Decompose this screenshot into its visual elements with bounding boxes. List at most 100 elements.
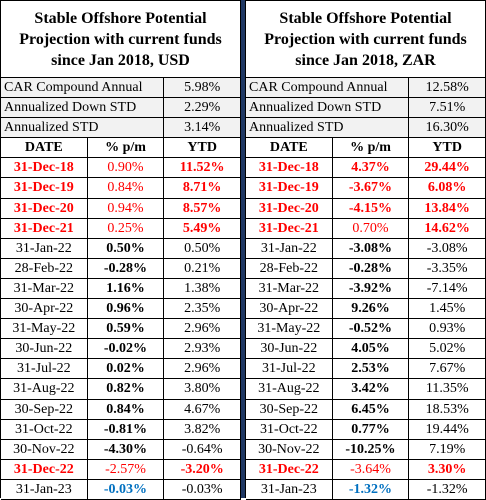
pm-cell: 0.59% <box>88 319 165 339</box>
date-cell: 31-Oct-22 <box>246 419 333 439</box>
ytd-column-header: YTD <box>409 138 486 158</box>
zar-stat-row: CAR Compound Annual 12.58% <box>246 78 486 99</box>
date-cell: 28-Feb-22 <box>1 258 88 278</box>
zar-stat-row: Annualized STD 16.30% <box>246 118 486 139</box>
date-cell: 31-Jul-22 <box>1 359 88 379</box>
pm-column-header: % p/m <box>333 138 410 158</box>
ytd-cell: 0.93% <box>409 319 486 339</box>
panel-divider <box>241 0 245 498</box>
date-cell: 28-Feb-22 <box>246 258 333 278</box>
date-cell: 31-Dec-20 <box>1 198 88 218</box>
ytd-cell: 6.08% <box>409 178 486 198</box>
pm-cell: 0.02% <box>88 359 165 379</box>
date-cell: 31-Jan-23 <box>246 479 333 499</box>
ytd-cell: -0.64% <box>164 439 242 459</box>
date-cell: 31-Dec-21 <box>1 218 88 238</box>
pm-cell: -4.30% <box>88 439 165 459</box>
ytd-cell: -3.20% <box>164 459 242 479</box>
usd-stat-row: CAR Compound Annual 5.98% <box>1 78 241 99</box>
ytd-cell: 19.44% <box>409 419 486 439</box>
pm-cell: 0.77% <box>333 419 410 439</box>
ytd-cell: 8.71% <box>164 178 242 198</box>
pm-cell: 6.45% <box>333 399 410 419</box>
zar-title: Stable Offshore Potential Projection wit… <box>246 1 486 78</box>
ytd-cell: -3.08% <box>409 238 486 258</box>
date-cell: 31-May-22 <box>246 319 333 339</box>
zar-stat-row: Annualized Down STD 7.51% <box>246 98 486 119</box>
date-cell: 30-Jun-22 <box>1 339 88 359</box>
ytd-cell: -0.03% <box>164 479 242 499</box>
ytd-cell: 8.57% <box>164 198 242 218</box>
table-row: 30-Jun-22 -0.02% 2.93% <box>1 339 242 360</box>
date-cell: 31-Oct-22 <box>1 419 88 439</box>
pm-cell: 3.42% <box>333 379 410 399</box>
table-row: 30-Apr-22 0.96% 2.35% <box>1 299 242 320</box>
pm-cell: -10.25% <box>333 439 410 459</box>
table-row: 30-Apr-22 9.26% 1.45% <box>246 299 486 320</box>
date-cell: 31-Mar-22 <box>1 278 88 299</box>
ytd-cell: 1.38% <box>164 278 242 299</box>
pm-cell: 0.84% <box>88 178 165 198</box>
stat-label: CAR Compound Annual <box>1 78 165 98</box>
table-row: 28-Feb-22 -0.28% -3.35% <box>246 258 486 279</box>
stat-label: Annualized Down STD <box>246 98 410 118</box>
table-row: 31-Jan-23 -1.32% -1.32% <box>246 479 486 500</box>
stat-value: 16.30% <box>409 118 486 138</box>
zar-title-line-1: Stable Offshore Potential <box>279 9 452 27</box>
pm-cell: 9.26% <box>333 299 410 319</box>
table-row: 31-Dec-20 -4.15% 13.84% <box>246 198 486 219</box>
table-row: 31-Dec-22 -3.64% 3.30% <box>246 459 486 480</box>
pm-cell: -0.02% <box>88 339 165 359</box>
table-row: 31-Dec-19 0.84% 8.71% <box>1 178 242 199</box>
pm-cell: -4.15% <box>333 198 410 218</box>
date-cell: 31-Dec-19 <box>246 178 333 198</box>
ytd-cell: 5.02% <box>409 339 486 359</box>
pm-cell: 1.16% <box>88 278 165 299</box>
ytd-cell: 11.52% <box>164 158 242 178</box>
stat-label: Annualized Down STD <box>1 98 165 118</box>
date-cell: 30-Apr-22 <box>1 299 88 319</box>
pm-cell: 0.50% <box>88 238 165 258</box>
table-row: 31-Dec-18 0.90% 11.52% <box>1 158 242 179</box>
date-column-header: DATE <box>1 138 88 158</box>
date-cell: 31-Aug-22 <box>246 379 333 399</box>
pm-cell: -3.67% <box>333 178 410 198</box>
table-row: 31-Dec-19 -3.67% 6.08% <box>246 178 486 199</box>
date-cell: 31-Dec-18 <box>246 158 333 178</box>
ytd-cell: 7.67% <box>409 359 486 379</box>
table-row: 30-Jun-22 4.05% 5.02% <box>246 339 486 360</box>
table-row: 30-Nov-22 -10.25% 7.19% <box>246 439 486 460</box>
table-row: 31-Dec-21 0.70% 14.62% <box>246 218 486 239</box>
table-row: 31-May-22 -0.52% 0.93% <box>246 319 486 340</box>
pm-cell: -0.52% <box>333 319 410 339</box>
ytd-cell: 0.21% <box>164 258 242 278</box>
pm-cell: -0.81% <box>88 419 165 439</box>
table-row: 31-Jul-22 2.53% 7.67% <box>246 359 486 380</box>
ytd-cell: 4.67% <box>164 399 242 419</box>
usd-stat-row: Annualized STD 3.14% <box>1 118 241 139</box>
date-cell: 30-Nov-22 <box>246 439 333 459</box>
ytd-cell: 3.30% <box>409 459 486 479</box>
date-cell: 30-Sep-22 <box>246 399 333 419</box>
ytd-cell: 3.80% <box>164 379 242 399</box>
date-cell: 31-Dec-21 <box>246 218 333 238</box>
table-row: 28-Feb-22 -0.28% 0.21% <box>1 258 242 279</box>
table-row: 31-Jan-22 0.50% 0.50% <box>1 238 242 259</box>
zar-title-line-3: since Jan 2018, ZAR <box>295 51 436 69</box>
date-cell: 30-Sep-22 <box>1 399 88 419</box>
pm-cell: 4.05% <box>333 339 410 359</box>
pm-cell: 0.70% <box>333 218 410 238</box>
ytd-cell: 11.35% <box>409 379 486 399</box>
ytd-cell: 2.96% <box>164 359 242 379</box>
usd-stat-row: Annualized Down STD 2.29% <box>1 98 241 119</box>
pm-cell: -1.32% <box>333 479 410 499</box>
table-row: 31-Oct-22 0.77% 19.44% <box>246 419 486 440</box>
pm-cell: -3.64% <box>333 459 410 479</box>
date-cell: 31-Mar-22 <box>246 278 333 299</box>
pm-cell: -0.03% <box>88 479 165 499</box>
table-row: 31-Mar-22 1.16% 1.38% <box>1 278 242 300</box>
ytd-cell: 3.82% <box>164 419 242 439</box>
stat-value: 12.58% <box>409 78 486 98</box>
pm-cell: 0.96% <box>88 299 165 319</box>
stat-value: 3.14% <box>164 118 241 138</box>
